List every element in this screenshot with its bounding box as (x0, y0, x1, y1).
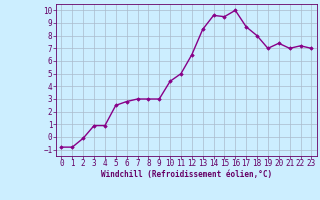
X-axis label: Windchill (Refroidissement éolien,°C): Windchill (Refroidissement éolien,°C) (101, 170, 272, 179)
